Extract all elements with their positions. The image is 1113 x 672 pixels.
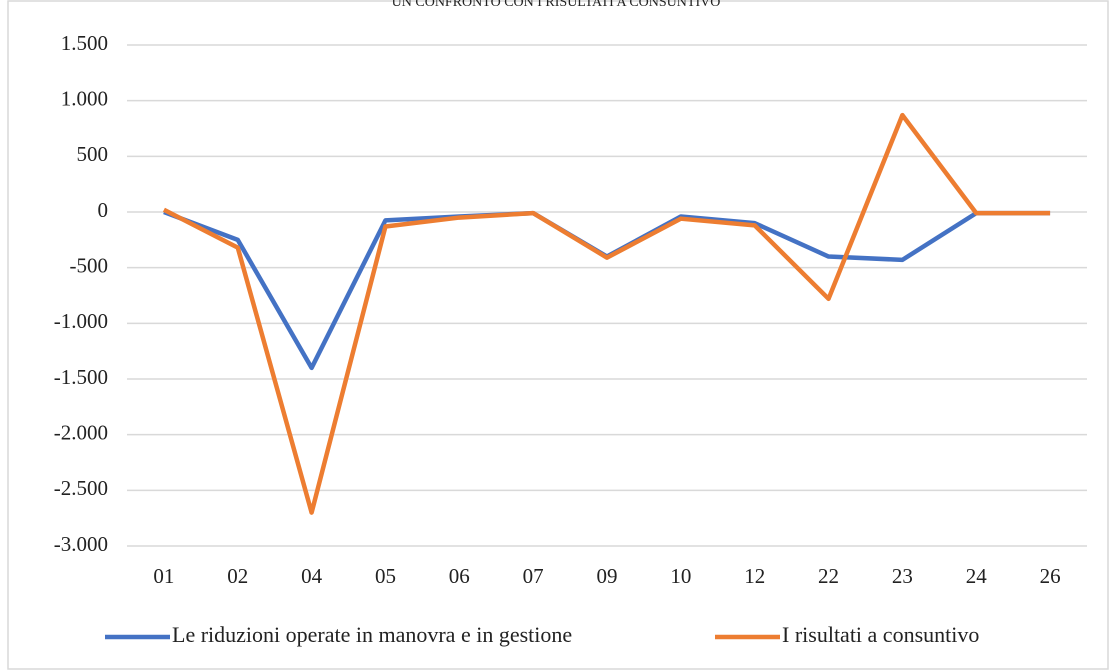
series-line <box>162 112 1051 515</box>
chart-title: UN CONFRONTO CON I RISULTATI A CONSUNTIV… <box>392 0 721 10</box>
y-tick-label: 1.000 <box>61 86 108 110</box>
legend-label: Le riduzioni operate in manovra e in ges… <box>172 622 572 647</box>
x-tick-label: 07 <box>523 564 544 588</box>
x-tick-label: 22 <box>818 564 839 588</box>
legend-label: I risultati a consuntivo <box>782 622 979 647</box>
x-tick-label: 02 <box>227 564 248 588</box>
y-tick-label: -2.000 <box>54 420 108 444</box>
x-tick-label: 06 <box>449 564 470 588</box>
x-tick-label: 10 <box>670 564 691 588</box>
y-tick-label: -1.500 <box>54 365 108 389</box>
x-tick-label: 09 <box>597 564 618 588</box>
x-tick-label: 24 <box>966 564 988 588</box>
x-tick-label: 26 <box>1040 564 1061 588</box>
x-tick-label: 01 <box>153 564 174 588</box>
x-tick-label: 23 <box>892 564 913 588</box>
x-tick-label: 05 <box>375 564 396 588</box>
y-tick-label: 1.500 <box>61 31 108 55</box>
x-tick-label: 04 <box>301 564 323 588</box>
series-line <box>163 209 1051 371</box>
y-tick-label: 500 <box>77 142 109 166</box>
y-tick-label: -1.000 <box>54 309 108 333</box>
y-tick-label: -500 <box>70 253 109 277</box>
y-tick-label: 0 <box>98 198 109 222</box>
x-tick-label: 12 <box>744 564 765 588</box>
y-tick-label: -3.000 <box>54 532 108 556</box>
chart-frame <box>7 0 1109 670</box>
y-tick-label: -2.500 <box>54 476 108 500</box>
